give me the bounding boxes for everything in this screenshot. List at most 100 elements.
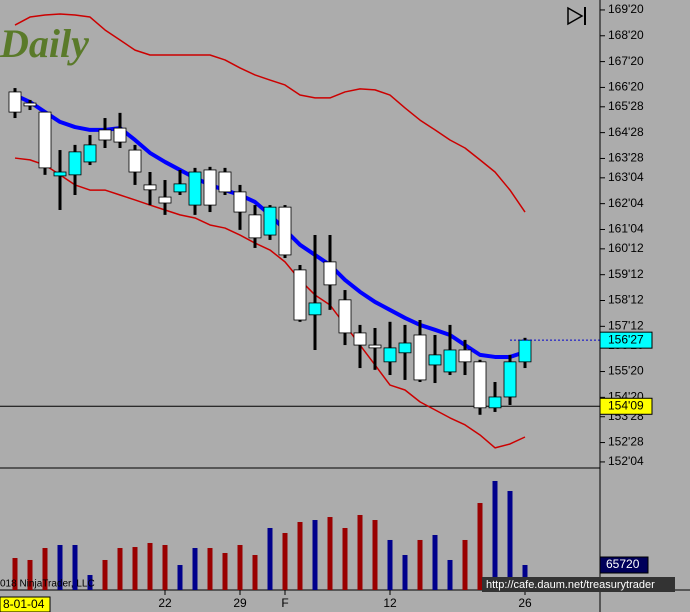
candle-body xyxy=(98,129,112,141)
x-tick-label: 26 xyxy=(518,596,532,610)
y-tick-label: 152'04 xyxy=(608,454,644,468)
candle-body xyxy=(278,206,292,256)
y-tick-label: 162'04 xyxy=(608,196,644,210)
y-tick-label: 159'12 xyxy=(608,267,644,281)
volume-bar xyxy=(237,545,243,590)
candle-body xyxy=(113,127,127,143)
candle-body xyxy=(53,171,67,177)
candle-body xyxy=(383,347,397,363)
volume-bar xyxy=(72,545,78,590)
volume-bar xyxy=(297,521,303,590)
volume-bar xyxy=(462,539,468,590)
candle-body xyxy=(8,91,22,113)
volume-bar xyxy=(132,547,138,590)
candle-body xyxy=(173,183,187,193)
candle-body xyxy=(488,396,502,409)
volume-bar xyxy=(12,558,18,590)
candle-body xyxy=(188,171,202,206)
volume-bar xyxy=(42,548,48,590)
candle-body xyxy=(293,269,307,321)
candle-body xyxy=(143,184,157,191)
y-tick-label: 155'20 xyxy=(608,364,644,378)
candle-body xyxy=(428,354,442,366)
volume-bar xyxy=(87,575,93,590)
candle-body xyxy=(398,342,412,354)
y-tick-label: 163'28 xyxy=(608,151,644,165)
date-label-box xyxy=(0,596,51,612)
candle-body xyxy=(323,261,337,286)
last-price-label: 156'27 xyxy=(608,332,644,346)
scroll-icon[interactable] xyxy=(567,6,586,26)
volume-bar xyxy=(507,490,513,590)
volume-bar xyxy=(477,503,483,590)
x-tick-label: F xyxy=(281,596,288,610)
volume-bar xyxy=(357,514,363,590)
candle-body xyxy=(503,361,517,398)
volume-bar xyxy=(177,565,183,590)
candle-body xyxy=(413,334,427,381)
volume-bar xyxy=(57,545,63,590)
y-tick-label: 158'12 xyxy=(608,293,644,307)
candle-body xyxy=(308,302,322,316)
volume-bar xyxy=(117,548,123,590)
candle-body xyxy=(473,361,487,409)
volume-bar xyxy=(192,548,198,590)
url-box xyxy=(482,577,675,592)
candle-body xyxy=(248,214,262,239)
copyright: 018 NinjaTrader, LLC xyxy=(0,579,95,590)
candle-body xyxy=(83,144,97,163)
y-tick-label: 160'12 xyxy=(608,241,644,255)
candle-body xyxy=(23,102,37,107)
x-tick-label: 29 xyxy=(233,596,247,610)
volume-bar xyxy=(312,520,318,590)
x-tick-label: 12 xyxy=(383,596,397,610)
volume-last-label: 65720 xyxy=(606,557,640,571)
volume-bar xyxy=(162,545,168,590)
volume-bar xyxy=(207,548,213,590)
date-label: 8-01-04 xyxy=(3,597,45,611)
candle-body xyxy=(458,349,472,363)
volume-bar xyxy=(372,520,378,590)
volume-bar xyxy=(402,555,408,590)
y-tick-label: 167'20 xyxy=(608,54,644,68)
volume-bar xyxy=(327,517,333,590)
volume-bar xyxy=(417,539,423,590)
volume-bar xyxy=(267,528,273,590)
volume-last-box xyxy=(599,556,649,574)
volume-bar xyxy=(387,539,393,590)
volume-bar xyxy=(27,559,33,590)
volume-bar xyxy=(432,535,438,590)
y-tick-label: 163'04 xyxy=(608,170,644,184)
y-tick-label: 168'20 xyxy=(608,28,644,42)
volume-bar xyxy=(282,532,288,590)
candle-body xyxy=(233,191,247,213)
band-line xyxy=(14,157,526,449)
volume-bar xyxy=(147,542,153,590)
y-tick-label: 166'20 xyxy=(608,80,644,94)
volume-bar xyxy=(342,528,348,590)
y-tick-label: 152'28 xyxy=(608,435,644,449)
candle-body xyxy=(38,111,52,169)
volume-bar xyxy=(222,552,228,590)
candle-body xyxy=(158,196,172,204)
candle-body xyxy=(68,151,82,176)
play-icon[interactable] xyxy=(567,6,584,26)
y-tick-label: 164'28 xyxy=(608,125,644,139)
candle-body xyxy=(443,349,457,373)
volume-bar xyxy=(252,555,258,590)
volume-bar xyxy=(102,559,108,590)
candle-body xyxy=(128,149,142,173)
band-line xyxy=(14,13,526,213)
url: http://cafe.daum.net/treasurytrader xyxy=(486,579,655,591)
candle-body xyxy=(338,299,352,334)
x-tick-label: 22 xyxy=(158,596,172,610)
candle-body xyxy=(353,332,367,346)
candle-body xyxy=(518,339,532,363)
volume-bar xyxy=(447,559,453,590)
volume-bar xyxy=(492,480,498,590)
y-tick-label: 169'20 xyxy=(608,2,644,16)
marker-box xyxy=(599,397,653,415)
candle-body xyxy=(203,169,217,206)
marker-label: 154'09 xyxy=(608,398,644,412)
